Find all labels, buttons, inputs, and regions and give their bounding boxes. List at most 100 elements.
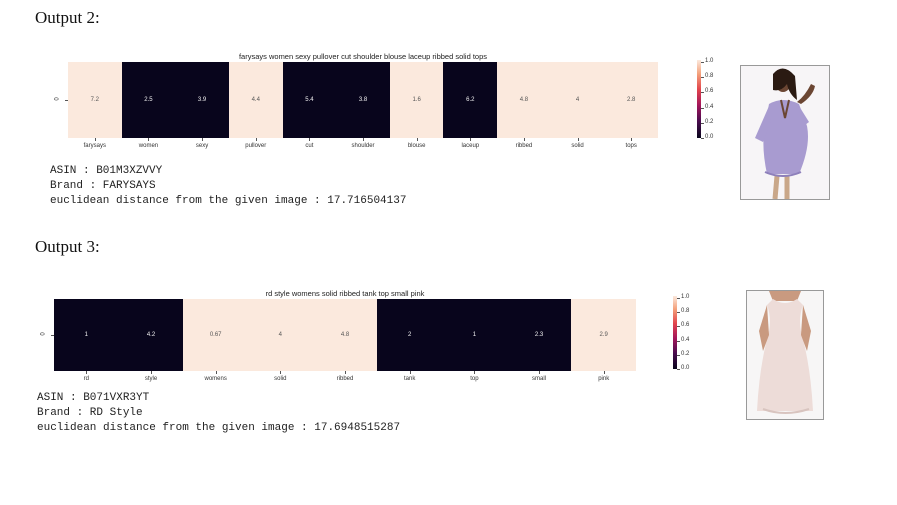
- heatmap-cell: 2.8: [604, 62, 659, 138]
- x-tick-label: tops: [604, 138, 658, 149]
- heatmap-cell: 3.8: [336, 62, 390, 138]
- colorbar-tick-label: 0.8: [681, 308, 690, 315]
- colorbar-tick-label: 0.4: [705, 103, 714, 110]
- row-label: 0: [40, 332, 47, 336]
- x-tick-label: style: [119, 371, 184, 382]
- colorbar-tick: [677, 326, 680, 328]
- heatmap-cell: 6.2: [443, 62, 498, 138]
- heatmap-cell: 2.9: [571, 299, 637, 371]
- colorbar-tick-label: 1.0: [705, 58, 714, 64]
- x-tick-label: ribbed: [313, 371, 378, 382]
- asin-text: ASIN : B01M3XZVVY: [50, 165, 163, 177]
- heatmap-cell: 5.4: [282, 62, 337, 138]
- colorbar-tick-label: 0.0: [681, 365, 690, 371]
- colorbar-tick: [701, 107, 704, 109]
- heatmap-cell-value: 4.8: [340, 332, 350, 338]
- colorbar-tick: [677, 340, 680, 342]
- x-tick-label: sexy: [175, 138, 229, 149]
- heatmap-cell: 3.9: [175, 62, 229, 138]
- x-tick-label: pink: [571, 371, 636, 382]
- heatmap-cell-value: 5.4: [305, 97, 314, 103]
- heatmap-cell-value: 7.2: [90, 97, 99, 103]
- heatmap-cell: 1.6: [389, 62, 444, 138]
- colorbar-tick: [701, 138, 704, 139]
- heatmap-x-ticks: farysays women sexy pullover cut shoulder blou…: [68, 138, 658, 149]
- x-tick-label: blouse: [390, 138, 444, 149]
- row-tick: [51, 335, 54, 336]
- colorbar-tick: [677, 369, 680, 370]
- x-tick-label: small: [507, 371, 572, 382]
- heatmap-cell: 2.3: [506, 299, 572, 371]
- colorbar-tick-label: 0.0: [705, 134, 714, 140]
- colorbar: [697, 60, 701, 138]
- product-image: [746, 290, 824, 420]
- heatmap-cell-value: 2.5: [144, 97, 153, 103]
- heatmap-cell-value: 2: [408, 332, 412, 338]
- heatmap-cell: 7.2: [68, 62, 122, 138]
- heatmap-cell-value: 2.9: [599, 332, 608, 338]
- asin-text: ASIN : B071VXR3YT: [37, 392, 150, 404]
- heatmap-cell-value: 3.8: [358, 97, 368, 103]
- heatmap-cell: 1: [54, 299, 119, 371]
- heatmap-cell: 4.8: [497, 62, 551, 138]
- heatmap-cell-value: 2.8: [627, 97, 636, 103]
- heatmap-cell-value: 1: [84, 332, 88, 338]
- colorbar-tick: [677, 312, 680, 314]
- colorbar-tick: [677, 354, 680, 356]
- heatmap-cell: 4: [248, 299, 313, 371]
- distance-text: euclidean distance from the given image …: [50, 195, 407, 207]
- brand-text: Brand : RD Style: [37, 407, 143, 419]
- heatmap-cell: 4.2: [118, 299, 184, 371]
- heatmap-cell-value: 4.8: [519, 97, 529, 103]
- heatmap: 7.2 2.5 3.9 4.4 5.4 3.8 1.6 6.2 4.8 4 2.8: [68, 62, 659, 138]
- heatmap-cell-value: 4: [278, 332, 283, 338]
- colorbar-tick: [677, 298, 680, 299]
- colorbar-tick: [701, 122, 704, 124]
- heatmap-cell-value: 3.9: [197, 97, 207, 103]
- heatmap-cell-value: 6.2: [466, 97, 475, 103]
- heatmap-cell-value: 0.67: [209, 332, 222, 338]
- heatmap-cell: 2: [377, 299, 443, 371]
- heatmap-cell-value: 2.3: [534, 332, 544, 338]
- x-tick-label: laceup: [443, 138, 497, 149]
- heatmap: 1 4.2 0.67 4 4.8 2 1 2.3 2.9: [54, 299, 637, 371]
- colorbar-tick-label: 1.0: [681, 294, 690, 300]
- heatmap-cell-value: 1.6: [412, 97, 421, 103]
- heatmap-cell: 0.67: [183, 299, 249, 371]
- brand-text: Brand : FARYSAYS: [50, 180, 156, 192]
- heatmap-cell: 4.8: [312, 299, 378, 371]
- colorbar-tick-label: 0.8: [705, 73, 714, 80]
- row-tick: [65, 100, 68, 101]
- x-tick-label: rd: [54, 371, 119, 382]
- x-tick-label: solid: [551, 138, 605, 149]
- tank-top-product-photo: [747, 291, 823, 419]
- heatmap-cell: 4.4: [228, 62, 283, 138]
- x-tick-label: tank: [377, 371, 442, 382]
- colorbar-tick-label: 0.6: [705, 88, 714, 95]
- colorbar-tick-label: 0.6: [681, 322, 690, 329]
- heatmap-cell-value: 4.4: [251, 97, 260, 103]
- product-image: [740, 65, 830, 200]
- x-tick-label: solid: [248, 371, 313, 382]
- heatmap-title: farysays women sexy pullover cut shoulde…: [238, 52, 488, 61]
- colorbar-tick-label: 0.4: [681, 336, 690, 343]
- heatmap-cell-value: 1: [472, 332, 477, 338]
- x-tick-label: pullover: [229, 138, 283, 149]
- distance-text: euclidean distance from the given image …: [37, 422, 401, 434]
- colorbar: [673, 296, 677, 369]
- colorbar-tick: [701, 92, 704, 94]
- output-heading: Output 3:: [35, 237, 100, 256]
- heatmap-cell-value: 4.2: [146, 332, 156, 338]
- x-tick-label: women: [122, 138, 176, 149]
- output-heading: Output 2:: [35, 8, 100, 27]
- x-tick-label: shoulder: [336, 138, 390, 149]
- heatmap-title: rd style womens solid ribbed tank top sm…: [265, 289, 425, 298]
- heatmap-cell: 2.5: [121, 62, 176, 138]
- heatmap-x-ticks: rd style womens solid ribbed tank top small pink: [54, 371, 636, 382]
- x-tick-label: ribbed: [497, 138, 551, 149]
- row-label: 0: [54, 97, 61, 101]
- colorbar-tick: [701, 77, 704, 79]
- heatmap-cell-value: 4: [575, 97, 580, 103]
- x-tick-label: farysays: [68, 138, 122, 149]
- blouse-product-photo: [741, 66, 829, 199]
